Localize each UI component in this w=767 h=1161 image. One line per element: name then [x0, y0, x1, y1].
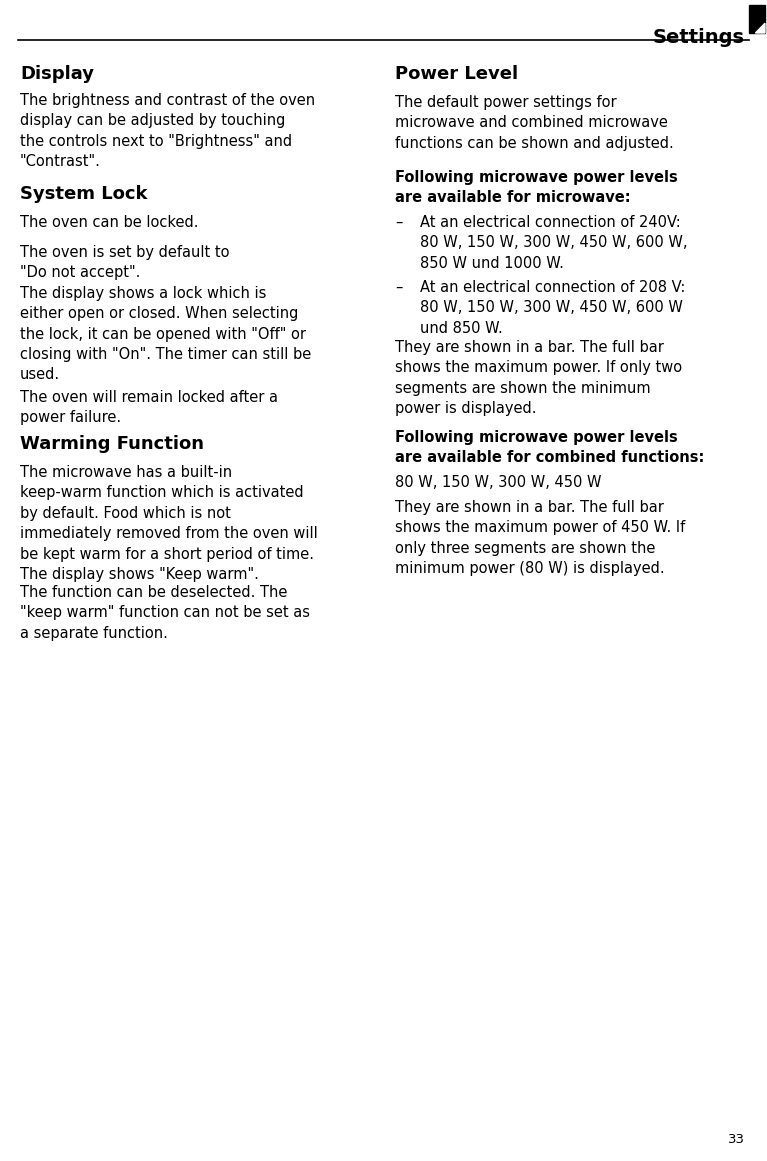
Text: Following microwave power levels
are available for combined functions:: Following microwave power levels are ava…: [395, 430, 704, 466]
Text: At an electrical connection of 240V:
80 W, 150 W, 300 W, 450 W, 600 W,
850 W und: At an electrical connection of 240V: 80 …: [420, 215, 687, 271]
Text: Display: Display: [20, 65, 94, 82]
Text: The microwave has a built-in
keep-warm function which is activated
by default. F: The microwave has a built-in keep-warm f…: [20, 466, 318, 582]
Text: Warming Function: Warming Function: [20, 435, 204, 453]
Text: Power Level: Power Level: [395, 65, 518, 82]
Text: –: –: [395, 215, 403, 230]
Text: They are shown in a bar. The full bar
shows the maximum power. If only two
segme: They are shown in a bar. The full bar sh…: [395, 340, 682, 416]
Bar: [749, 5, 765, 33]
Text: 33: 33: [728, 1133, 745, 1146]
Polygon shape: [755, 23, 765, 33]
Text: The function can be deselected. The
"keep warm" function can not be set as
a sep: The function can be deselected. The "kee…: [20, 585, 310, 641]
Text: The oven can be locked.: The oven can be locked.: [20, 215, 199, 230]
Text: 80 W, 150 W, 300 W, 450 W: 80 W, 150 W, 300 W, 450 W: [395, 475, 601, 490]
Text: They are shown in a bar. The full bar
shows the maximum power of 450 W. If
only : They are shown in a bar. The full bar sh…: [395, 500, 685, 576]
Text: System Lock: System Lock: [20, 185, 147, 203]
Text: The oven will remain locked after a
power failure.: The oven will remain locked after a powe…: [20, 390, 278, 425]
Text: The oven is set by default to
"Do not accept".
The display shows a lock which is: The oven is set by default to "Do not ac…: [20, 245, 311, 382]
Text: At an electrical connection of 208 V:
80 W, 150 W, 300 W, 450 W, 600 W
und 850 W: At an electrical connection of 208 V: 80…: [420, 280, 686, 336]
Text: Settings: Settings: [653, 28, 745, 46]
Text: The brightness and contrast of the oven
display can be adjusted by touching
the : The brightness and contrast of the oven …: [20, 93, 315, 170]
Text: Following microwave power levels
are available for microwave:: Following microwave power levels are ava…: [395, 170, 678, 205]
Text: The default power settings for
microwave and combined microwave
functions can be: The default power settings for microwave…: [395, 95, 673, 151]
Text: –: –: [395, 280, 403, 295]
